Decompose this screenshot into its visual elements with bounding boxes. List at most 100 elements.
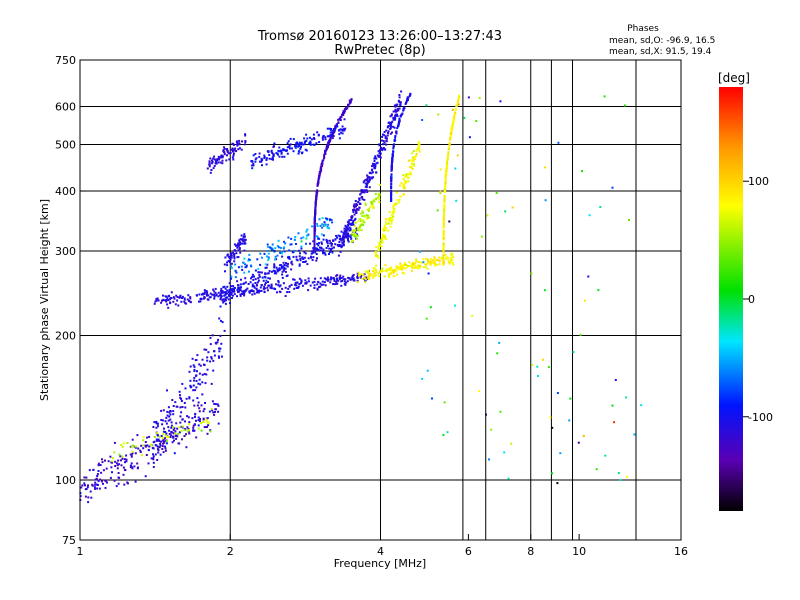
data-point bbox=[155, 426, 158, 429]
data-point bbox=[458, 94, 460, 97]
data-point bbox=[396, 273, 399, 276]
data-point bbox=[389, 216, 392, 219]
data-point bbox=[354, 200, 357, 202]
data-point bbox=[451, 253, 454, 256]
data-point bbox=[175, 405, 178, 408]
data-point bbox=[369, 273, 372, 276]
data-point bbox=[367, 269, 370, 272]
data-point bbox=[365, 186, 368, 189]
data-point bbox=[156, 433, 159, 436]
data-point bbox=[166, 436, 169, 438]
data-point bbox=[171, 435, 174, 438]
data-point bbox=[408, 173, 411, 176]
data-point bbox=[390, 167, 393, 170]
data-point bbox=[403, 264, 406, 267]
data-point bbox=[231, 294, 234, 297]
data-point bbox=[231, 150, 234, 153]
data-point bbox=[198, 293, 201, 296]
data-point bbox=[329, 134, 332, 136]
data-point bbox=[427, 272, 430, 275]
data-point bbox=[402, 108, 405, 111]
data-point bbox=[183, 297, 186, 300]
data-point bbox=[155, 439, 158, 442]
data-point bbox=[213, 295, 216, 298]
data-point bbox=[223, 146, 225, 149]
data-point bbox=[442, 229, 445, 232]
data-point bbox=[272, 269, 275, 272]
data-point bbox=[314, 247, 317, 250]
data-point bbox=[170, 434, 173, 437]
data-point bbox=[384, 238, 387, 240]
data-point bbox=[384, 269, 387, 272]
data-point bbox=[313, 231, 316, 234]
data-point bbox=[305, 282, 308, 285]
data-point bbox=[212, 288, 215, 291]
data-point bbox=[443, 401, 446, 404]
data-point bbox=[230, 252, 233, 255]
data-point bbox=[205, 290, 208, 293]
data-point bbox=[390, 186, 393, 189]
data-point bbox=[113, 451, 116, 454]
data-point bbox=[316, 225, 319, 227]
data-point bbox=[114, 460, 117, 463]
data-point bbox=[271, 157, 274, 160]
data-point bbox=[147, 449, 150, 452]
data-point bbox=[359, 203, 362, 205]
data-point bbox=[425, 257, 427, 260]
data-point bbox=[393, 104, 396, 107]
data-point bbox=[159, 442, 162, 445]
data-point bbox=[363, 276, 366, 279]
data-point bbox=[165, 299, 168, 301]
data-point bbox=[488, 458, 490, 461]
data-point bbox=[339, 119, 342, 122]
data-point bbox=[341, 241, 344, 244]
data-point bbox=[332, 276, 335, 279]
data-point bbox=[467, 96, 470, 99]
data-point bbox=[380, 245, 383, 248]
data-point bbox=[173, 297, 176, 300]
data-point bbox=[155, 438, 158, 441]
data-point bbox=[377, 247, 380, 250]
data-point bbox=[250, 164, 253, 167]
data-point bbox=[272, 153, 275, 156]
data-point bbox=[177, 432, 180, 435]
data-point bbox=[239, 294, 242, 297]
data-point bbox=[385, 220, 387, 223]
data-point bbox=[370, 177, 373, 180]
data-point bbox=[363, 189, 366, 192]
data-point bbox=[468, 136, 471, 139]
data-point bbox=[337, 118, 340, 121]
data-point bbox=[293, 278, 296, 281]
data-point bbox=[206, 368, 209, 371]
data-point bbox=[392, 211, 395, 214]
data-point bbox=[490, 428, 493, 431]
data-point bbox=[404, 262, 406, 265]
data-point bbox=[399, 103, 402, 105]
data-point bbox=[154, 300, 157, 303]
data-point bbox=[400, 182, 403, 184]
data-point bbox=[604, 454, 607, 457]
data-point bbox=[314, 212, 317, 215]
data-point bbox=[252, 278, 255, 281]
data-point bbox=[119, 455, 122, 458]
data-point bbox=[109, 476, 112, 479]
data-point bbox=[382, 147, 385, 149]
data-point bbox=[232, 285, 235, 288]
x-axis-label: Frequency [MHz] bbox=[334, 557, 426, 570]
data-point bbox=[237, 148, 240, 151]
data-point bbox=[172, 300, 175, 303]
data-point bbox=[96, 473, 99, 476]
data-point bbox=[380, 146, 383, 149]
data-point bbox=[178, 426, 181, 429]
data-point bbox=[398, 96, 401, 99]
data-point bbox=[233, 253, 236, 256]
data-point bbox=[160, 419, 163, 421]
data-point bbox=[244, 263, 246, 266]
data-point bbox=[325, 146, 328, 148]
data-point bbox=[392, 212, 395, 215]
data-point bbox=[444, 253, 447, 256]
data-point bbox=[254, 158, 257, 161]
data-point bbox=[326, 226, 329, 229]
data-point bbox=[215, 294, 218, 297]
data-point bbox=[444, 179, 447, 182]
